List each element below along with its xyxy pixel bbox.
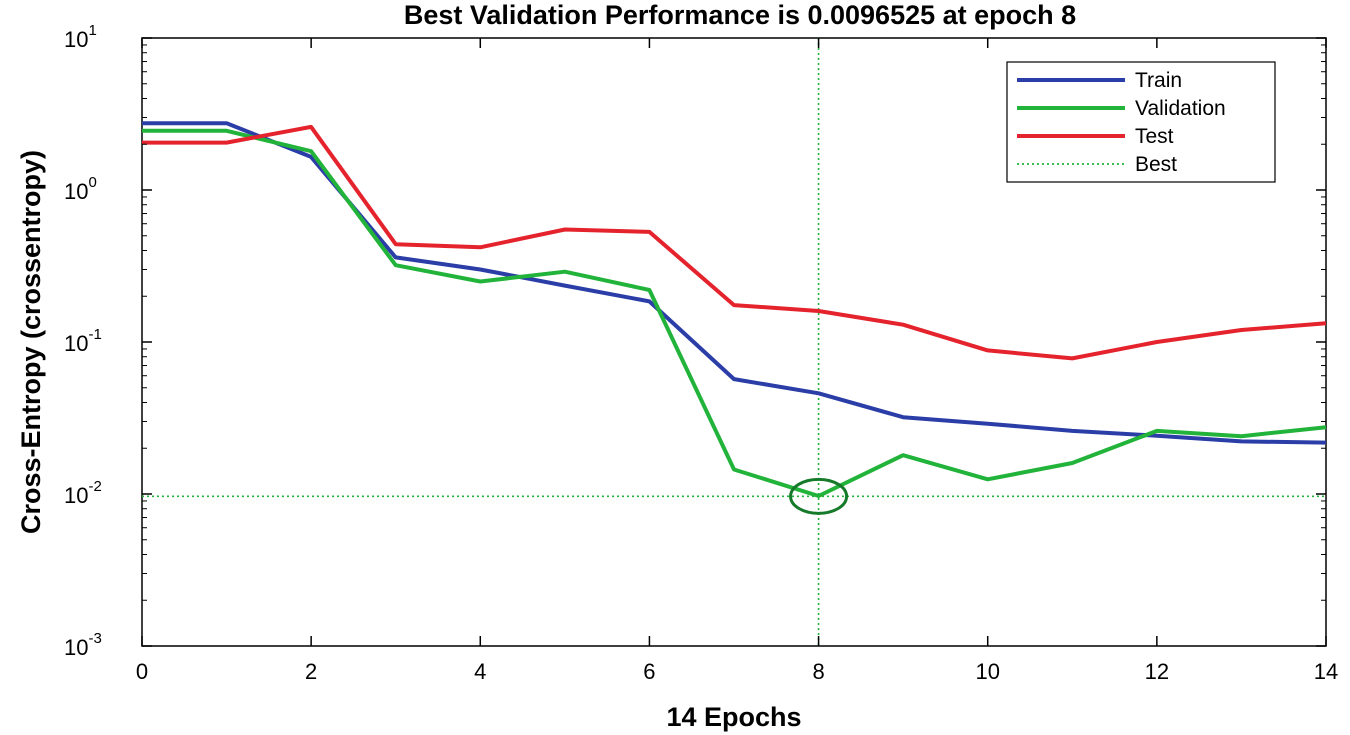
series-lines bbox=[142, 121, 1327, 498]
series-line-test bbox=[142, 124, 1327, 361]
legend-label-test: Test bbox=[1135, 125, 1174, 148]
best-marker-lines bbox=[142, 38, 1326, 646]
x-tick-label: 0 bbox=[136, 659, 148, 684]
x-axis-ticks: 0 2 4 6 8 10 12 14 bbox=[136, 38, 1338, 684]
best-circle-marker bbox=[789, 477, 849, 515]
x-tick-label: 14 bbox=[1314, 659, 1338, 684]
legend: Train Validation Test Best bbox=[1006, 61, 1276, 183]
x-tick-label: 4 bbox=[474, 659, 486, 684]
y-tick-label: 10-1 bbox=[64, 326, 102, 356]
legend-label-validation: Validation bbox=[1135, 97, 1226, 120]
legend-label-train: Train bbox=[1135, 69, 1182, 92]
x-tick-label: 10 bbox=[975, 659, 999, 684]
series-line-validation bbox=[142, 128, 1327, 498]
y-axis-ticks: 101 100 10-1 10-2 10-3 bbox=[64, 22, 1326, 660]
legend-box bbox=[1006, 61, 1276, 183]
y-tick-label: 10-2 bbox=[64, 478, 102, 508]
x-tick-label: 8 bbox=[812, 659, 824, 684]
x-tick-label: 6 bbox=[643, 659, 655, 684]
y-tick-label: 10-3 bbox=[64, 630, 102, 660]
x-tick-label: 2 bbox=[305, 659, 317, 684]
y-tick-label: 100 bbox=[64, 174, 97, 204]
best-marker bbox=[789, 477, 849, 515]
y-tick-label: 101 bbox=[64, 22, 97, 52]
chart-title: Best Validation Performance is 0.0096525… bbox=[404, 0, 1076, 30]
x-axis-label: 14 Epochs bbox=[666, 702, 801, 732]
legend-label-best: Best bbox=[1135, 153, 1177, 176]
x-tick-label: 12 bbox=[1145, 659, 1169, 684]
y-axis-label: Cross-Entropy (crossentropy) bbox=[16, 150, 46, 534]
